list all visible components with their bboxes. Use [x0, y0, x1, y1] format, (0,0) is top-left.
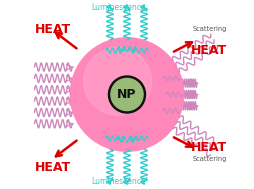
Text: HEAT: HEAT	[191, 44, 227, 57]
Text: NP: NP	[117, 88, 137, 101]
Text: Scattering: Scattering	[192, 26, 227, 32]
Circle shape	[70, 38, 184, 151]
Circle shape	[111, 78, 143, 111]
Text: Luminescence: Luminescence	[91, 177, 146, 186]
Text: HEAT: HEAT	[34, 161, 71, 174]
Circle shape	[108, 76, 146, 113]
Circle shape	[84, 47, 152, 115]
Text: Scattering: Scattering	[192, 156, 227, 162]
Text: Luminescence: Luminescence	[91, 3, 146, 12]
Text: HEAT: HEAT	[34, 23, 71, 36]
Text: HEAT: HEAT	[191, 141, 227, 154]
